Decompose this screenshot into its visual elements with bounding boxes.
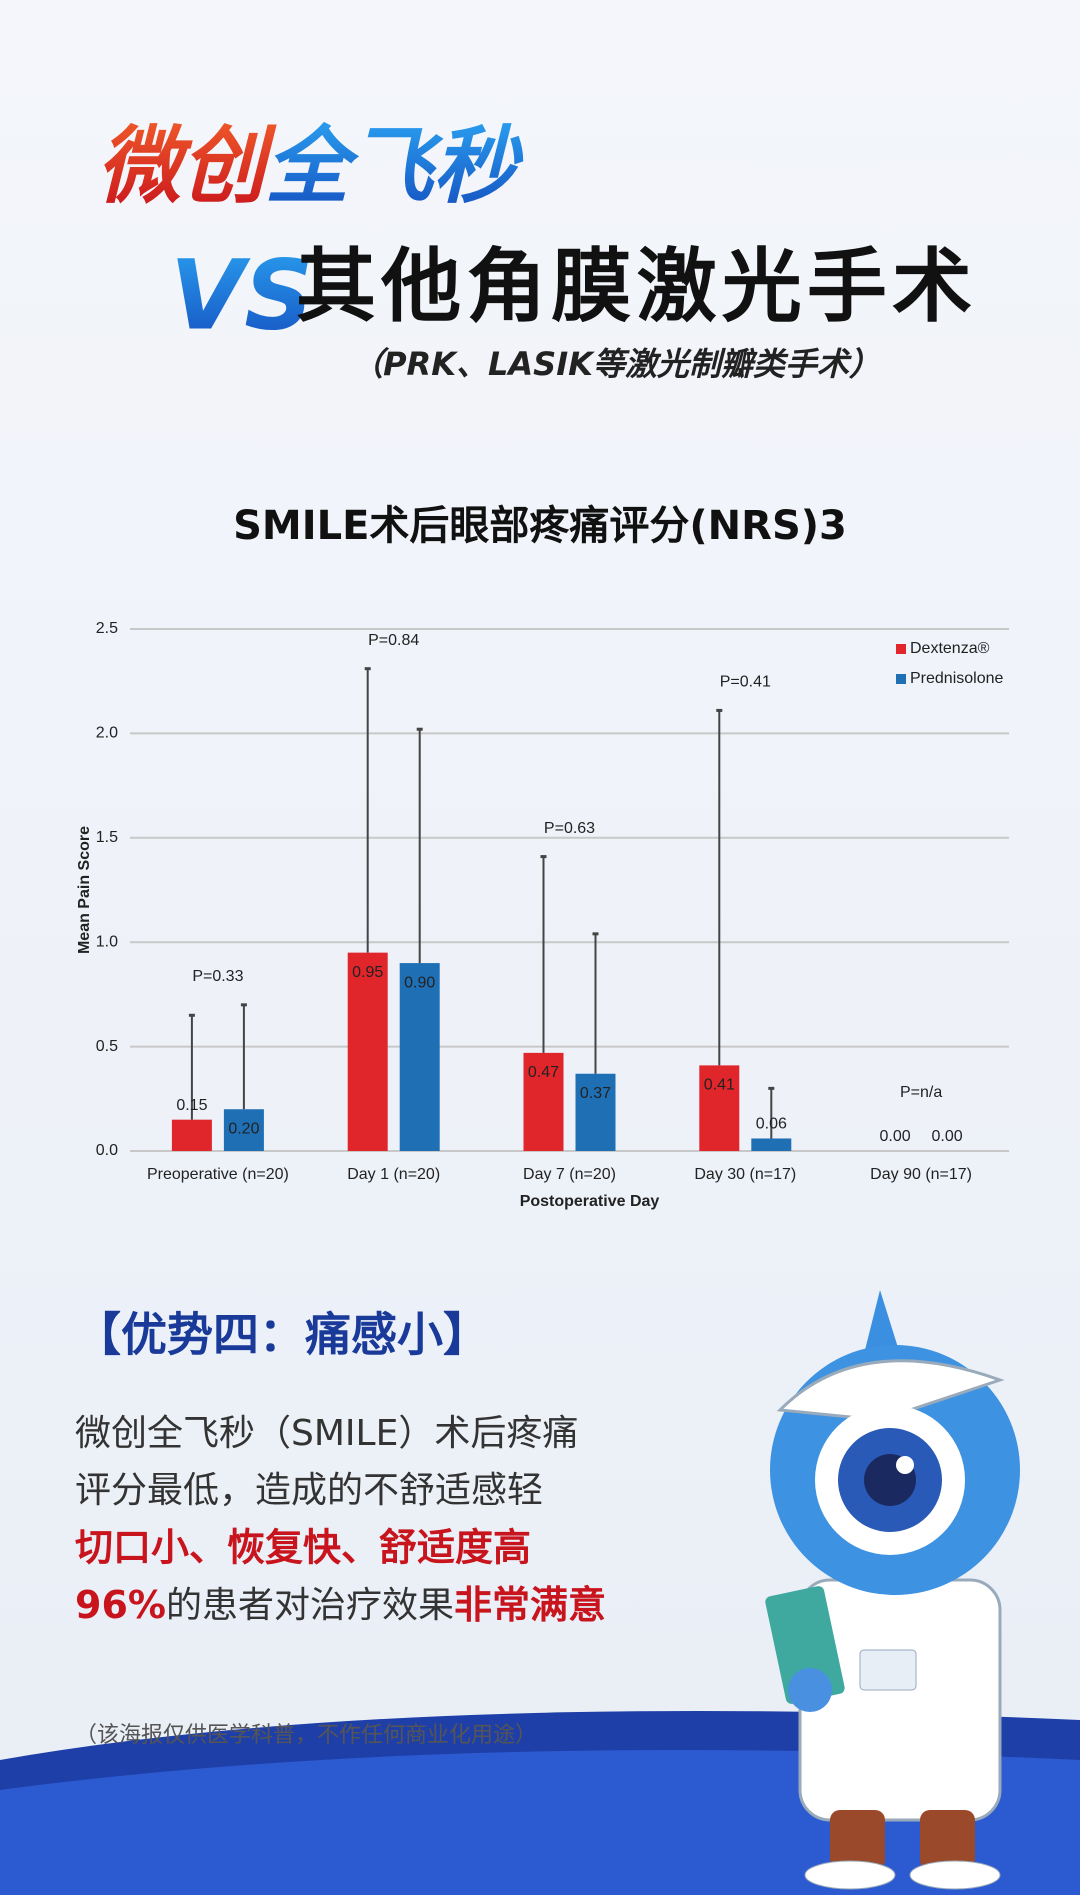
bar <box>399 963 440 1151</box>
value-label: 0.37 <box>580 1085 611 1102</box>
body-line: 96%的患者对治疗效果非常满意 <box>75 1583 606 1627</box>
headline-red: 微创 <box>97 117 277 215</box>
y-tick-label: 1.0 <box>96 933 118 950</box>
legend-swatch <box>896 674 906 684</box>
x-tick-label: Day 7 (n=20) <box>523 1166 616 1183</box>
p-value: P=0.41 <box>720 674 771 691</box>
p-value: P=0.33 <box>192 968 243 985</box>
text: 的患者对治疗效果 <box>166 1585 454 1626</box>
value-label: 0.06 <box>756 1116 787 1133</box>
value-label: 0.00 <box>880 1128 911 1145</box>
legend-label: Dextenza® <box>910 640 990 657</box>
p-value: P=n/a <box>900 1084 942 1101</box>
x-tick-label: Day 30 (n=17) <box>694 1166 796 1183</box>
value-label: 0.90 <box>404 974 435 991</box>
legend-label: Prednisolone <box>910 670 1004 687</box>
x-tick-label: Day 90 (n=17) <box>870 1166 972 1183</box>
bar <box>751 1138 792 1151</box>
value-label: 0.00 <box>932 1128 963 1145</box>
bar <box>223 1109 264 1151</box>
p-value: P=0.63 <box>544 820 595 837</box>
error-bar <box>540 855 547 1053</box>
y-tick-label: 2.0 <box>96 725 118 742</box>
error-bar <box>592 932 599 1074</box>
bar <box>523 1052 564 1151</box>
y-tick-label: 1.5 <box>96 829 118 846</box>
value-label: 0.41 <box>704 1077 735 1094</box>
p-value: P=0.84 <box>368 632 419 649</box>
x-tick-label: Preoperative (n=20) <box>147 1166 289 1183</box>
value-label: 0.20 <box>228 1120 259 1137</box>
y-tick-label: 2.5 <box>96 620 118 637</box>
bar <box>347 952 388 1151</box>
value-label: 0.15 <box>176 1097 207 1114</box>
error-bar <box>768 1086 775 1139</box>
body-line: 评分最低，造成的不舒适感轻 <box>75 1470 543 1511</box>
mascot <box>765 1290 1020 1890</box>
error-bar <box>716 708 723 1066</box>
error-bar <box>188 1013 195 1120</box>
bar <box>171 1119 212 1151</box>
body-line: 微创全飞秒（SMILE）术后疼痛 <box>75 1413 578 1454</box>
y-tick-label: 0.0 <box>96 1142 118 1159</box>
value-label: 0.47 <box>528 1064 559 1081</box>
y-axis-label: Mean Pain Score <box>76 826 93 954</box>
footnote: （该海报仅供医学科普，不作任何商业化用途） <box>75 1723 537 1748</box>
section-heading: 【优势四：痛感小】 <box>75 1308 489 1362</box>
y-tick-label: 0.5 <box>96 1038 118 1055</box>
headline-blue: 全飞秒 <box>265 117 524 215</box>
chart: 0.0 0.5 1.0 1.5 2.0 2.5 Mean Pain Score Postope… <box>76 620 1009 1210</box>
x-axis-label: Postoperative Day <box>520 1193 660 1210</box>
headline: 微创全飞秒 <box>97 117 524 215</box>
error-bar <box>364 667 371 953</box>
bar <box>575 1073 616 1151</box>
subtitle: （PRK、LASIK等激光制瓣类手术） <box>351 345 881 383</box>
chart-title: SMILE术后眼部疼痛评分(NRS)3 <box>233 503 847 549</box>
highlight: 96% <box>75 1583 166 1627</box>
highlight: 非常满意 <box>454 1583 606 1627</box>
value-label: 0.95 <box>352 964 383 981</box>
legend-swatch <box>896 644 906 654</box>
highlight-line: 切口小、恢复快、舒适度高 <box>75 1526 531 1570</box>
x-tick-label: Day 1 (n=20) <box>347 1166 440 1183</box>
error-bar <box>416 727 423 964</box>
vs: VS <box>170 239 313 351</box>
error-bar <box>240 1003 247 1110</box>
bar <box>699 1065 740 1151</box>
